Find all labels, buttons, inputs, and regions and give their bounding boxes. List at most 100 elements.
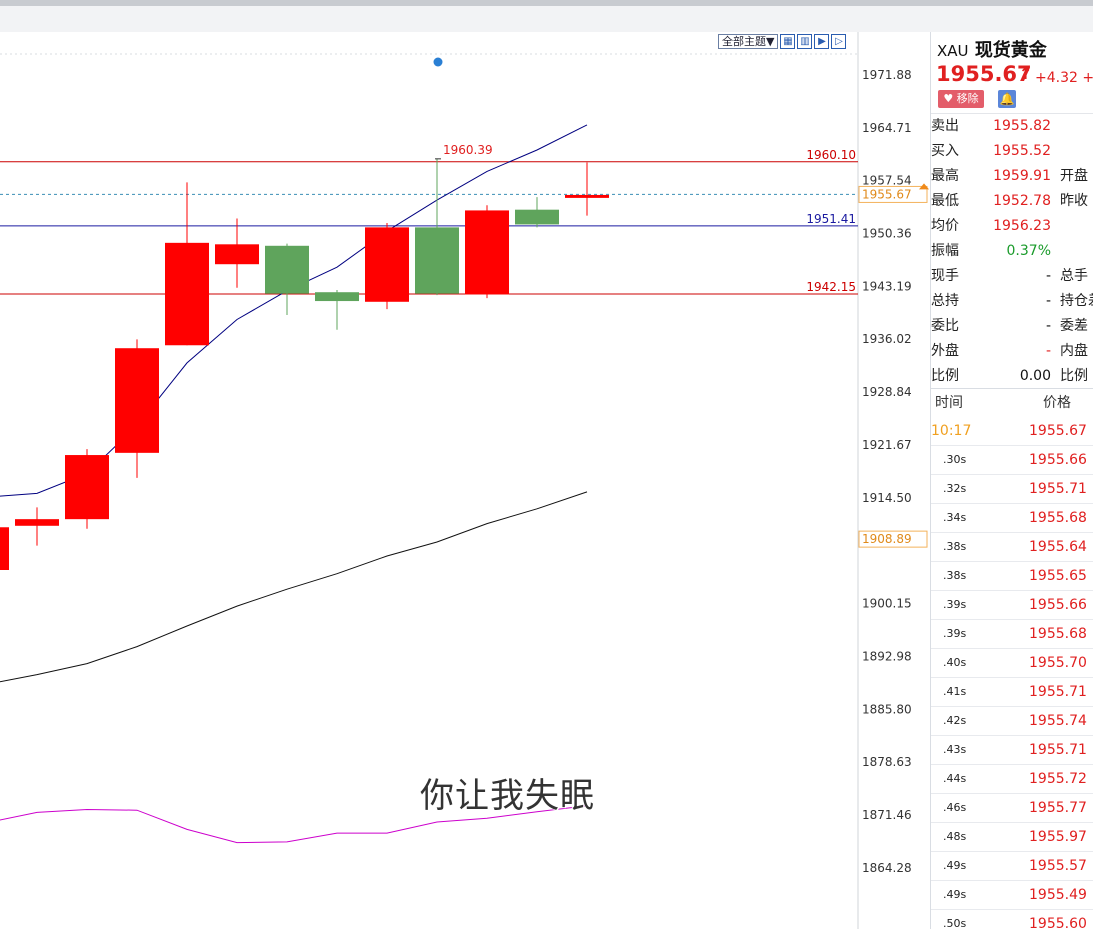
stat-label: 买入	[931, 143, 959, 159]
tick-row[interactable]: .41s 1955.71	[931, 678, 1093, 707]
stat-value: -	[1045, 268, 1051, 284]
tick-row[interactable]: .50s 1955.60	[931, 910, 1093, 929]
tick-row[interactable]: .39s 1955.66	[931, 591, 1093, 620]
tick-row[interactable]: .46s 1955.77	[931, 794, 1093, 823]
axis-marker-box	[858, 530, 928, 548]
stat-label: 最低	[931, 193, 959, 209]
stat-row: 均价 1956.23	[931, 214, 1093, 239]
y-tick-label: 1885.80	[862, 702, 912, 716]
chart-toolbar: 全部主题▼ ▦ ▥ ▶ ▷	[718, 34, 847, 49]
stat-value: 0.37%	[1006, 243, 1051, 259]
tick-row[interactable]: .43s 1955.71	[931, 736, 1093, 765]
tick-time: .42s	[943, 714, 967, 727]
y-tick-label: 1971.88	[862, 68, 912, 82]
tick-price: 1955.65	[1029, 568, 1087, 584]
current-price-label: 1955.67	[862, 187, 912, 201]
bell-icon[interactable]: 🔔	[998, 90, 1016, 108]
tick-time: .43s	[943, 743, 967, 756]
stat-value: 0.00	[1019, 368, 1051, 384]
signal-dot-icon	[433, 57, 443, 67]
tick-row[interactable]: .48s 1955.97	[931, 823, 1093, 852]
tick-price: 1955.71	[1029, 481, 1087, 497]
tick-row[interactable]: .44s 1955.72	[931, 765, 1093, 794]
ma-line-2	[0, 805, 588, 844]
columns-icon[interactable]: ▥	[797, 34, 813, 49]
symbol-name: 现货黄金	[974, 40, 1047, 61]
stat-row: 委比 - 委差	[931, 314, 1093, 339]
tick-row[interactable]: .39s 1955.68	[931, 620, 1093, 649]
reference-line-label: 1951.41	[806, 212, 856, 226]
candlestick-chart[interactable]: 1971.88 1964.71 1957.54 1950.36 1943.19 1936.…	[0, 32, 930, 929]
tick-time: .39s	[943, 627, 967, 640]
ma-line-0	[0, 124, 588, 497]
candle-body	[215, 244, 259, 265]
tick-list[interactable]: 时间 价格 10:17 1955.67 .30s 1955.66 .32s 1955.71…	[931, 388, 1093, 929]
price-change: +4.32 +0	[1035, 70, 1093, 86]
candle-body	[415, 227, 459, 294]
y-tick-label: 1908.89	[862, 532, 912, 546]
symbol-title: XAU 现货黄金	[937, 36, 1047, 62]
stat-row: 最高 1959.91 开盘	[931, 164, 1093, 189]
grid-icon[interactable]: ▦	[780, 34, 796, 49]
stat-label-secondary: 委差	[1060, 318, 1088, 334]
tick-price: 1955.66	[1029, 452, 1087, 468]
video-subtitle: 你让我失眠	[420, 776, 595, 816]
candle-body	[315, 292, 359, 302]
symbol-code: XAU	[937, 42, 969, 60]
tick-price: 1955.57	[1029, 858, 1087, 874]
tick-time: .50s	[943, 917, 967, 929]
tick-time: .34s	[943, 511, 967, 524]
candle-body	[165, 242, 209, 346]
y-tick-label: 1914.50	[862, 491, 912, 505]
candle-body	[0, 527, 9, 570]
last-price: 1955.67	[936, 62, 1032, 86]
tick-time: .44s	[943, 772, 967, 785]
remove-watchlist-button[interactable]: ♥ 移除	[938, 90, 984, 108]
step-icon[interactable]: ▷	[831, 34, 847, 49]
tick-row[interactable]: .38s 1955.64	[931, 533, 1093, 562]
y-tick-label: 1921.67	[862, 438, 912, 452]
tick-row[interactable]: .42s 1955.74	[931, 707, 1093, 736]
y-tick-label: 1900.15	[862, 597, 912, 611]
stat-row: 买入 1955.52	[931, 139, 1093, 164]
tick-price: 1955.70	[1029, 655, 1087, 671]
tick-time: .32s	[943, 482, 967, 495]
tick-row[interactable]: 10:17 1955.67	[931, 417, 1093, 446]
up-arrow-icon: ↑	[1019, 64, 1033, 83]
stat-label: 均价	[931, 218, 959, 234]
candle-body	[265, 245, 309, 294]
tick-price: 1955.71	[1029, 684, 1087, 700]
stat-value: 1955.52	[993, 143, 1051, 159]
candle-body	[115, 348, 159, 453]
current-price-box	[858, 185, 928, 203]
stat-label-secondary: 内盘	[1060, 343, 1088, 359]
tick-row[interactable]: .40s 1955.70	[931, 649, 1093, 678]
tick-time: .40s	[943, 656, 967, 669]
theme-dropdown[interactable]: 全部主题▼	[718, 34, 779, 49]
tick-row[interactable]: .38s 1955.65	[931, 562, 1093, 591]
stat-label: 振幅	[931, 243, 959, 259]
play-icon[interactable]: ▶	[814, 34, 830, 49]
tick-price: 1955.71	[1029, 742, 1087, 758]
tick-row[interactable]: .32s 1955.71	[931, 475, 1093, 504]
change-percent: +0	[1082, 70, 1093, 86]
chart-canvas[interactable]: 1971.88 1964.71 1957.54 1950.36 1943.19 1936.…	[0, 32, 930, 929]
tick-row[interactable]: .34s 1955.68	[931, 504, 1093, 533]
stat-value: 1959.91	[993, 168, 1051, 184]
stat-label-secondary: 开盘	[1060, 168, 1088, 184]
tick-row[interactable]: .49s 1955.49	[931, 881, 1093, 910]
stat-label: 总持	[931, 293, 959, 309]
y-tick-label: 1943.19	[862, 279, 912, 293]
tick-row[interactable]: .49s 1955.57	[931, 852, 1093, 881]
stat-label: 比例	[931, 368, 959, 384]
tick-rows: 10:17 1955.67 .30s 1955.66 .32s 1955.71 .34s 19…	[931, 417, 1093, 929]
time-column-header: 时间	[935, 395, 963, 411]
stat-row: 最低 1952.78 昨收	[931, 189, 1093, 214]
tick-row[interactable]: .30s 1955.66	[931, 446, 1093, 475]
tick-time: .49s	[943, 859, 967, 872]
price-up-marker-icon	[919, 183, 929, 190]
tick-time: 10:17	[931, 423, 972, 439]
high-price-label: 1960.39	[443, 143, 493, 157]
stat-value: 1955.82	[993, 118, 1051, 134]
tick-price: 1955.97	[1029, 829, 1087, 845]
